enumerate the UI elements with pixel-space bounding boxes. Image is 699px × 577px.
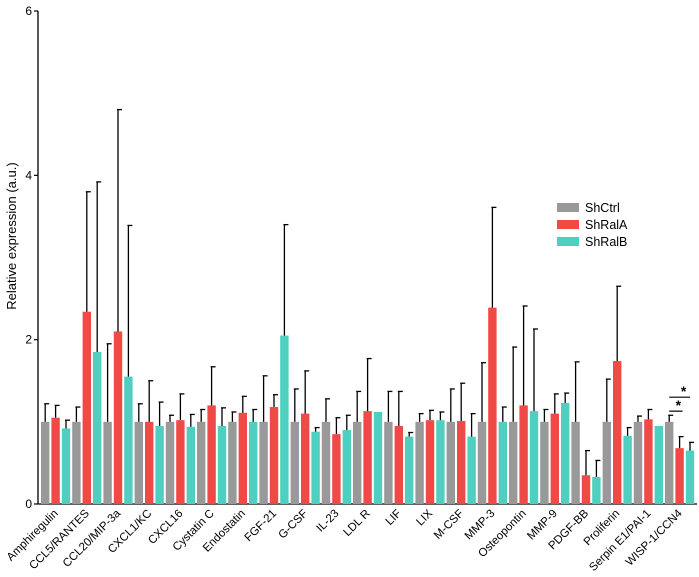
bar-shralb: [280, 335, 289, 504]
legend-swatch-shralb: [557, 237, 579, 246]
category-label: LIX: [414, 507, 435, 528]
bar-shctrl: [602, 421, 611, 504]
bar-shralb: [685, 450, 695, 504]
y-tick-label: 2: [25, 333, 32, 347]
bar-shrala: [394, 425, 403, 504]
bar-shctrl: [290, 421, 299, 504]
category-label: FGF-21: [243, 508, 280, 545]
bar-shctrl: [540, 421, 549, 504]
bars: [41, 307, 695, 504]
bar-shrala: [675, 448, 684, 504]
bar-shctrl: [477, 421, 487, 504]
bar-shctrl: [41, 421, 50, 504]
bar-shctrl: [134, 421, 143, 504]
bar-shctrl: [259, 421, 268, 504]
bar-shrala: [363, 411, 372, 504]
bar-shralb: [124, 376, 133, 504]
bar-shralb: [529, 411, 539, 504]
bar-shralb: [93, 351, 102, 504]
bar-shralb: [561, 402, 570, 504]
bar-shctrl: [415, 421, 424, 504]
bar-shrala: [457, 421, 466, 504]
y-tick-label: 0: [25, 497, 32, 511]
bar-shrala: [269, 407, 279, 504]
bar-shralb: [373, 411, 383, 504]
significance-markers: **: [669, 383, 690, 413]
bar-shralb: [61, 428, 71, 504]
legend-label-shrala: ShRalA: [585, 218, 628, 232]
bar-shrala: [145, 421, 154, 504]
bar-shrala: [113, 331, 123, 504]
bar-shctrl: [509, 421, 518, 504]
bar-shralb: [249, 421, 258, 504]
legend-swatch-shrala: [557, 220, 579, 229]
bar-shctrl: [446, 421, 455, 504]
bar-shctrl: [321, 421, 331, 504]
bar-shralb: [217, 425, 227, 504]
bar-shctrl: [571, 421, 580, 504]
significance-star: *: [681, 383, 687, 399]
bar-shrala: [581, 475, 591, 504]
bar-shctrl: [665, 421, 674, 504]
bar-shrala: [51, 417, 60, 504]
bar-shralb: [186, 426, 195, 504]
bar-shralb: [467, 436, 476, 504]
y-axis-title: Relative expression (a.u.): [4, 162, 19, 309]
legend-label-shralb: ShRalB: [585, 235, 627, 249]
error-bars: [44, 108, 694, 477]
bar-shrala: [332, 434, 341, 504]
bar-shralb: [436, 420, 445, 504]
category-label: LDL R: [341, 508, 372, 539]
significance-star: *: [676, 397, 682, 413]
bar-shctrl: [165, 421, 175, 504]
bar-shralb: [623, 435, 632, 504]
bar-shrala: [425, 420, 435, 504]
bar-shralb: [592, 476, 601, 504]
bar-shctrl: [103, 421, 112, 504]
bar-shrala: [488, 307, 497, 504]
bar-shrala: [176, 420, 185, 504]
bar-shrala: [82, 311, 91, 504]
bar-shrala: [644, 419, 653, 504]
category-labels: AmphiregulinCCL5/RANTESCCL20/MIP-3aCXCL1…: [5, 507, 685, 574]
bar-shctrl: [384, 421, 393, 504]
bar-shrala: [550, 413, 559, 504]
bar-shrala: [238, 412, 247, 504]
y-tick-label: 4: [25, 168, 32, 182]
bar-shralb: [342, 430, 351, 504]
legend-swatch-shctrl: [557, 203, 579, 212]
bar-shctrl: [633, 421, 643, 504]
bar-shralb: [311, 431, 320, 504]
category-label: G-CSF: [277, 508, 311, 542]
legend-label-shctrl: ShCtrl: [585, 201, 620, 215]
category-label: IL-23: [314, 508, 341, 535]
category-label: WISP-1/CCN4: [624, 507, 685, 568]
bar-shrala: [207, 405, 216, 504]
bar-shctrl: [353, 421, 362, 504]
y-tick-label: 6: [25, 4, 32, 18]
bar-shctrl: [228, 421, 237, 504]
bar-shrala: [301, 413, 310, 504]
bar-shralb: [155, 425, 164, 504]
bar-shralb: [654, 425, 663, 504]
bar-shralb: [498, 421, 507, 504]
bar-shctrl: [197, 421, 206, 504]
category-label: M-CSF: [432, 508, 466, 542]
legend: ShCtrl ShRalA ShRalB: [557, 201, 628, 249]
bar-shralb: [405, 436, 414, 504]
bar-shctrl: [72, 421, 81, 504]
bar-shrala: [519, 405, 528, 504]
bar-shrala: [613, 361, 622, 504]
category-label: LIF: [384, 508, 404, 528]
